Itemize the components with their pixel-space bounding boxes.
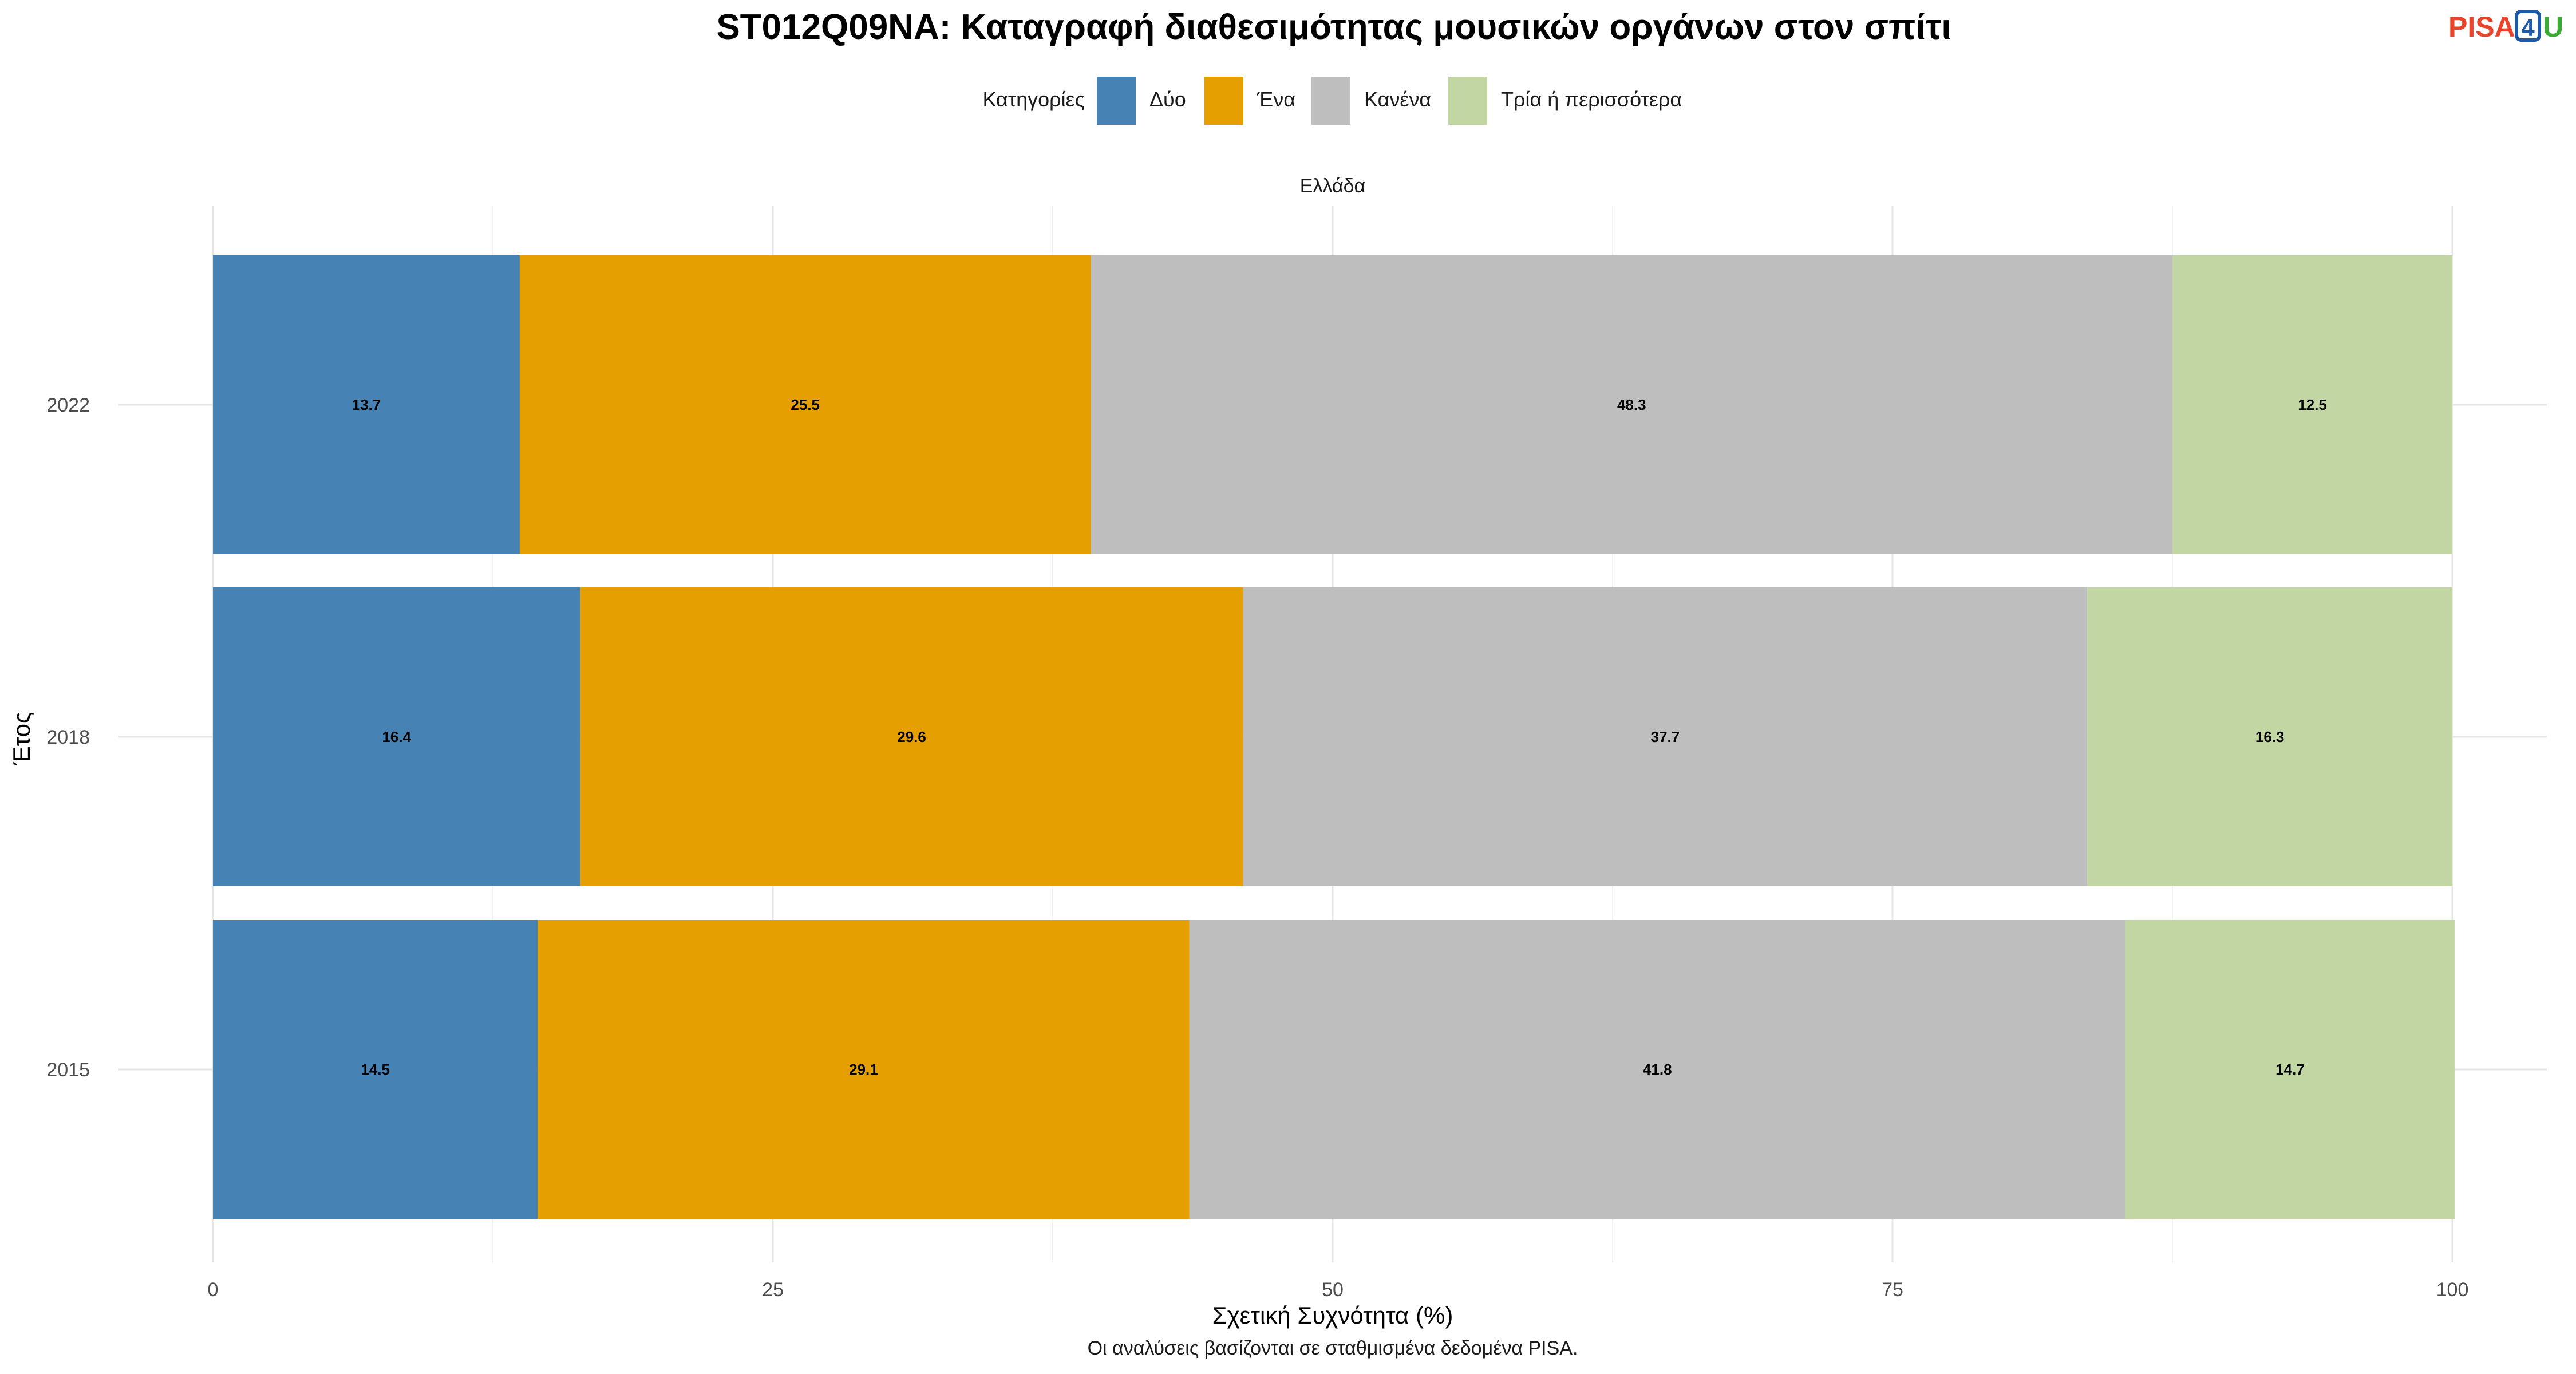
bar-2018-series-1: [580, 587, 1243, 886]
bar-2022-series-2: [1091, 255, 2172, 554]
bar-2018-series-0: [213, 587, 580, 886]
legend-label-0: Δύο: [1149, 88, 1186, 111]
bar-label-2018-series-0: 16.4: [382, 728, 411, 745]
y-tick-label: 2015: [46, 1059, 90, 1081]
legend-key-1: [1204, 77, 1243, 125]
bar-label-2018-series-1: 29.6: [897, 728, 926, 745]
logo-box: [2515, 10, 2541, 42]
bar-label-2015-series-1: 29.1: [849, 1061, 878, 1078]
bar-label-2018-series-3: 16.3: [2255, 728, 2285, 745]
logo-text-pisa: PISA: [2448, 11, 2515, 43]
bar-label-2022-series-3: 12.5: [2298, 396, 2327, 413]
bar-2015-series-0: [213, 920, 538, 1219]
legend-key-3: [1448, 77, 1487, 125]
logo-text-u: U: [2543, 11, 2563, 43]
bar-label-2022-series-0: 13.7: [352, 396, 381, 413]
bars: [213, 255, 2455, 1219]
facet-label: Ελλάδα: [1300, 175, 1365, 197]
caption: Οι αναλύσεις βασίζονται σε σταθμισμένα δ…: [1088, 1337, 1578, 1359]
bar-labels: 13.7 25.5 48.3 12.5 16.4 29.6 37.7 16.3 14.5 29.1…: [352, 396, 2327, 1078]
bar-2022-series-0: [213, 255, 520, 554]
bar-2018-series-3: [2087, 587, 2452, 886]
legend-label-1: Ένα: [1257, 88, 1295, 111]
x-axis-title: Σχετική Συχνότητα (%): [1212, 1302, 1453, 1329]
bar-2015-series-3: [2125, 920, 2455, 1219]
legend-label-3: Τρία ή περισσότερα: [1501, 88, 1682, 111]
x-tick-label: 100: [2436, 1279, 2469, 1301]
bar-2015-series-1: [538, 920, 1190, 1219]
legend-key-2: [1311, 77, 1350, 125]
bar-label-2015-series-0: 14.5: [361, 1061, 390, 1078]
bar-label-2015-series-3: 14.7: [2275, 1061, 2305, 1078]
chart-title: ST012Q09NA: Καταγραφή διαθεσιμότητας μου…: [716, 7, 1951, 47]
x-tick-label: 75: [1882, 1279, 1903, 1301]
legend: Κατηγορίες Δύο Ένα Κανένα Τρία ή περισσότερ…: [982, 77, 1682, 125]
bar-label-2015-series-2: 41.8: [1643, 1061, 1672, 1078]
bar-2015-series-2: [1189, 920, 2125, 1219]
bar-2022-series-3: [2172, 255, 2452, 554]
y-axis-ticks: 2022 2018 2015: [46, 394, 90, 1081]
bar-label-2018-series-2: 37.7: [1651, 728, 1680, 745]
bar-label-2022-series-2: 48.3: [1617, 396, 1646, 413]
legend-title: Κατηγορίες: [982, 88, 1085, 111]
y-tick-label: 2018: [46, 727, 90, 748]
y-tick-label: 2022: [46, 394, 90, 416]
x-tick-label: 25: [762, 1279, 784, 1301]
x-tick-label: 0: [208, 1279, 219, 1301]
legend-label-2: Κανένα: [1364, 88, 1431, 111]
bar-label-2022-series-1: 25.5: [791, 396, 820, 413]
pisa4u-logo: PISA 4 U: [2448, 10, 2563, 43]
x-tick-label: 50: [1322, 1279, 1344, 1301]
logo-text-4: 4: [2521, 14, 2535, 41]
bar-2018-series-2: [1243, 587, 2088, 886]
y-axis-title: Έτος: [8, 712, 35, 766]
bar-2022-series-1: [519, 255, 1091, 554]
legend-key-0: [1097, 77, 1136, 125]
x-axis-ticks: 0 25 50 75 100: [208, 1279, 2469, 1301]
